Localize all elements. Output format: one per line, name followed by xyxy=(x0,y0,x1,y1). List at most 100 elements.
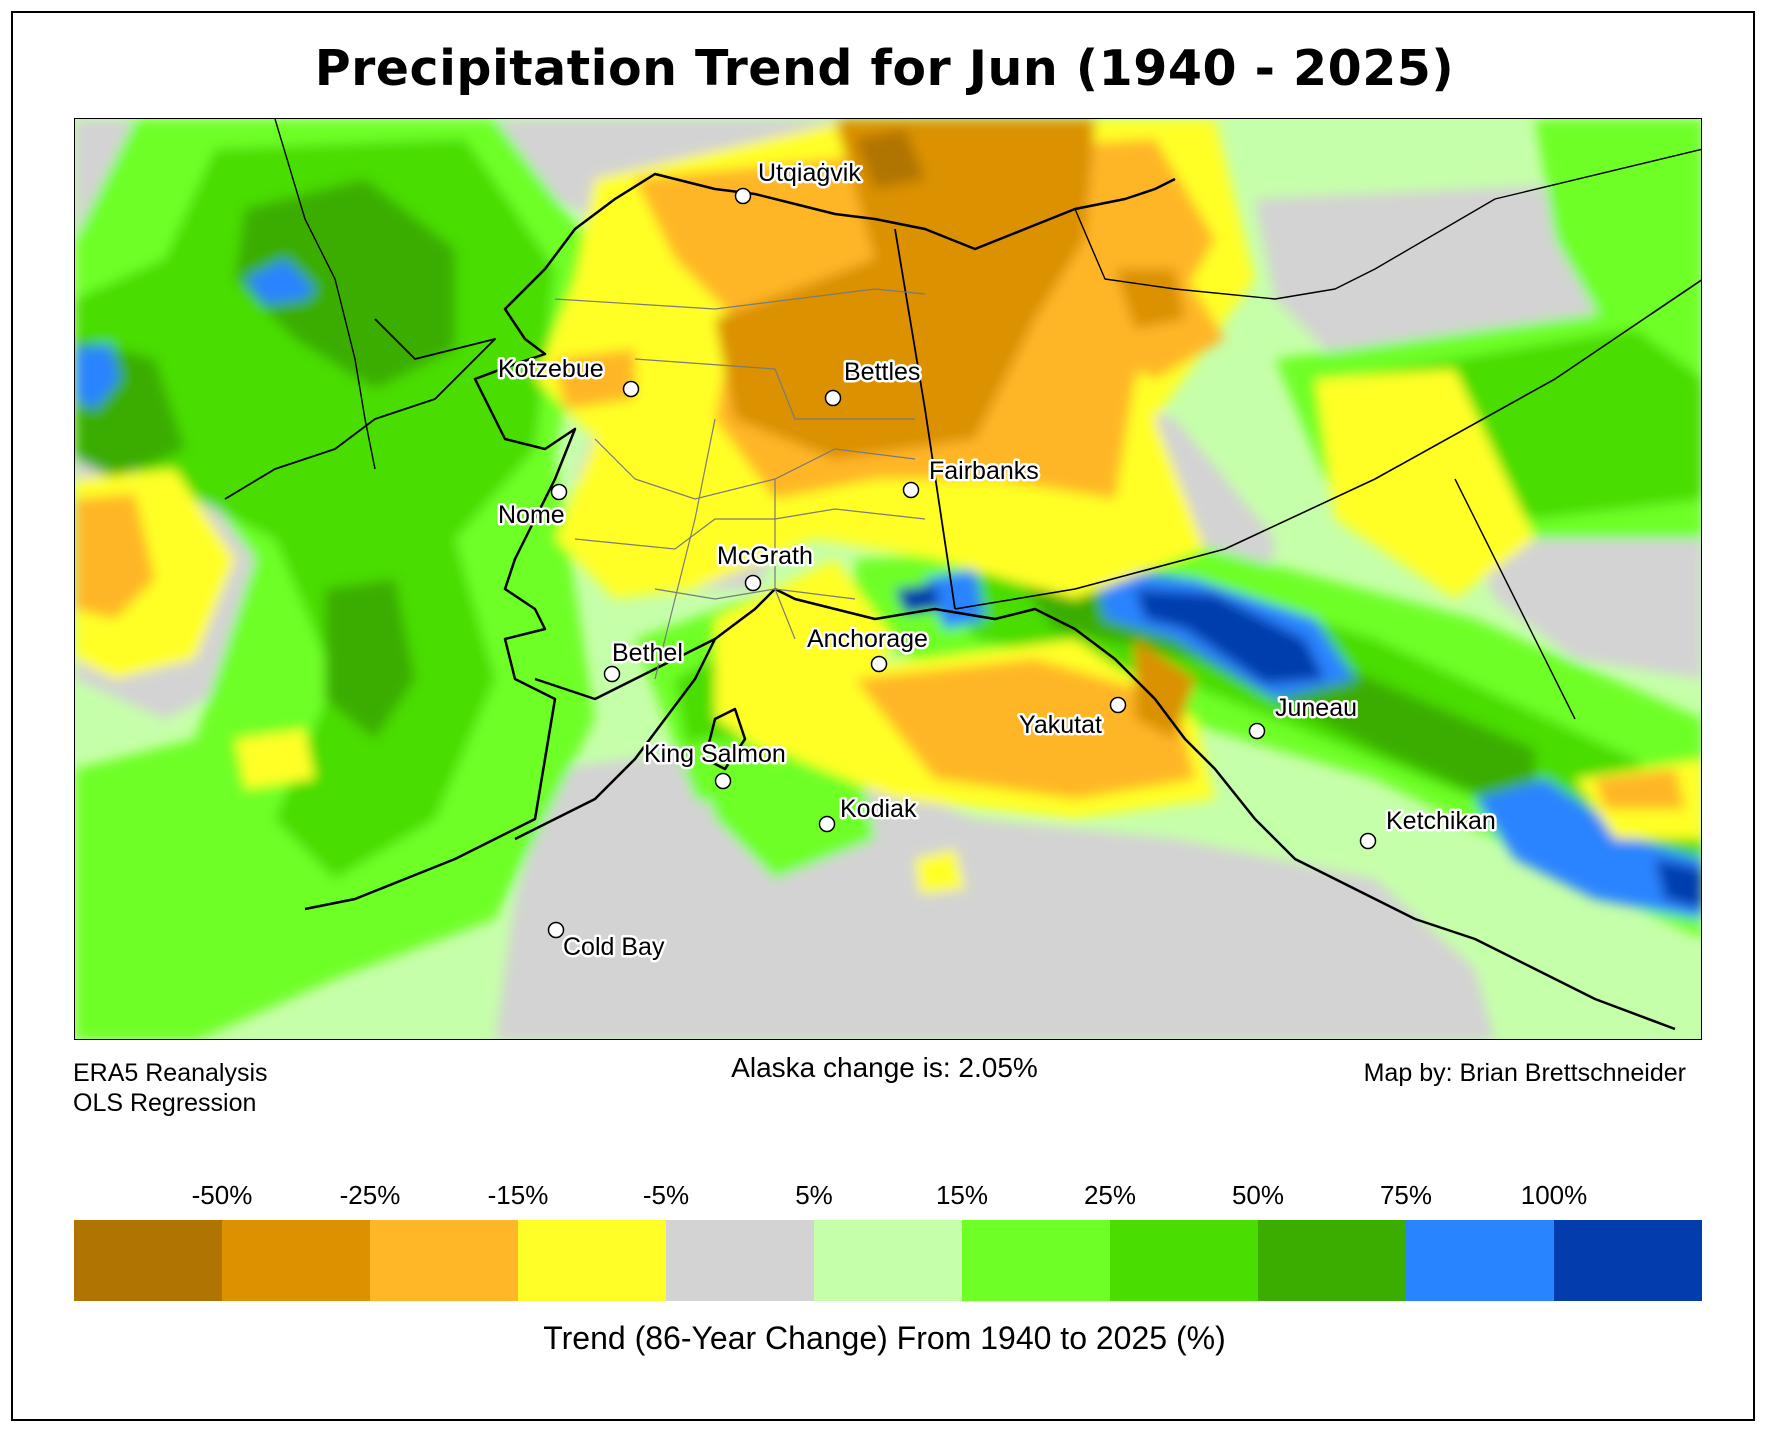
city-dot xyxy=(603,665,621,683)
field-orange-light xyxy=(75,494,155,619)
region-border xyxy=(574,508,926,550)
coastline-peninsula xyxy=(514,638,717,841)
figure-frame xyxy=(11,11,1755,1421)
field-blue-dark xyxy=(1135,589,1325,684)
alaska-change-label: Alaska change is: 2.05% xyxy=(731,1052,1038,1083)
legend-tick-label: 100% xyxy=(1520,1180,1588,1210)
border-russia xyxy=(274,119,376,470)
border-yukon-nwt xyxy=(1074,148,1701,300)
precip-field xyxy=(75,119,1701,1039)
legend-swatch xyxy=(1258,1220,1406,1301)
legend-swatch xyxy=(1110,1220,1258,1301)
city-label: King Salmon xyxy=(644,740,786,768)
legend-swatch xyxy=(74,1220,222,1301)
field-green-dark xyxy=(1025,589,1535,819)
city-dot xyxy=(714,772,732,790)
coastline-south xyxy=(534,587,1676,1031)
map-panel: Utqiaġvik Kotzebue Bettles Fairbanks Nom… xyxy=(74,118,1702,1040)
coastline-arctic xyxy=(519,172,1176,295)
field-green-mid xyxy=(935,559,1701,908)
field-blue xyxy=(75,344,120,409)
city-dot xyxy=(734,187,752,205)
legend-tick-label: 25% xyxy=(1083,1180,1137,1210)
city-label: Fairbanks xyxy=(929,457,1039,485)
region-borders xyxy=(554,288,926,680)
field-yellow xyxy=(915,849,965,894)
legend-tick-label: 15% xyxy=(935,1180,989,1210)
city-kotzebue[interactable]: Kotzebue xyxy=(496,353,640,398)
border-us-canada xyxy=(894,228,956,610)
field-orange-dark xyxy=(855,129,925,189)
map-canvas: Utqiaġvik Kotzebue Bettles Fairbanks Nom… xyxy=(75,119,1701,1039)
legend-swatch xyxy=(370,1220,518,1301)
field-orange xyxy=(1115,269,1185,329)
method-label: OLS Regression xyxy=(73,1089,257,1117)
map-title: Precipitation Trend for Jun (1940 - 2025… xyxy=(314,40,1455,97)
city-utqiagvik[interactable]: Utqiaġvik xyxy=(734,157,864,205)
region-border xyxy=(654,588,856,600)
legend-swatch xyxy=(962,1220,1110,1301)
legend-swatch xyxy=(666,1220,814,1301)
region-border xyxy=(594,438,916,500)
city-kodiak[interactable]: Kodiak xyxy=(818,793,919,833)
legend-swatch xyxy=(814,1220,962,1301)
field-blue xyxy=(1475,779,1701,919)
border-yukon-bc xyxy=(954,279,1701,610)
legend-ticks: -50% -25% -15% -5% 5% 15% 25% 50% 75% 100% xyxy=(74,1180,1702,1214)
city-label: Juneau xyxy=(1275,694,1357,722)
city-label: Utqiaġvik xyxy=(758,159,861,187)
field-green xyxy=(695,739,875,879)
city-label: Yakutat xyxy=(1019,711,1102,739)
legend-tick-label: 50% xyxy=(1231,1180,1285,1210)
city-dot xyxy=(1109,696,1127,714)
legend-tick-label: -15% xyxy=(487,1180,549,1210)
legend-title: Trend (86-Year Change) From 1940 to 2025… xyxy=(543,1320,1226,1356)
city-label: Kotzebue xyxy=(498,355,604,383)
region-border xyxy=(654,418,716,680)
city-label: Bettles xyxy=(844,358,920,386)
legend-swatch xyxy=(1406,1220,1554,1301)
city-mcgrath[interactable]: McGrath xyxy=(715,540,815,592)
border-bc-inner xyxy=(1454,478,1576,720)
field-green-dark xyxy=(325,579,415,739)
city-king-salmon[interactable]: King Salmon xyxy=(642,738,788,790)
source-label: ERA5 Reanalysis xyxy=(73,1059,268,1087)
legend-swatch xyxy=(222,1220,370,1301)
city-bettles[interactable]: Bettles xyxy=(824,356,923,407)
city-dot xyxy=(744,574,762,592)
city-dot xyxy=(547,921,565,939)
field-blue-dark xyxy=(895,584,940,614)
coastline-kodiak xyxy=(703,707,747,771)
field-blue-dark xyxy=(1655,859,1701,909)
field-orange-light xyxy=(555,349,635,409)
city-juneau[interactable]: Juneau xyxy=(1248,692,1360,740)
city-bethel[interactable]: Bethel xyxy=(603,637,685,683)
coastlines xyxy=(224,119,1701,1031)
field-orange-light xyxy=(1595,769,1685,809)
field-orange xyxy=(1135,639,1195,739)
city-dot xyxy=(824,389,842,407)
city-nome[interactable]: Nome xyxy=(496,483,568,532)
city-dot xyxy=(622,380,640,398)
city-dot xyxy=(1248,722,1266,740)
legend-tick-label: 5% xyxy=(795,1180,833,1210)
city-cold-bay[interactable]: Cold Bay xyxy=(547,921,667,964)
city-label: Cold Bay xyxy=(563,933,665,961)
coastline-west xyxy=(304,293,577,911)
legend-tick-label: -25% xyxy=(339,1180,401,1210)
region-border xyxy=(554,288,926,310)
city-fairbanks[interactable]: Fairbanks xyxy=(902,455,1041,499)
city-yakutat[interactable]: Yakutat xyxy=(1017,696,1127,742)
city-dot xyxy=(1359,832,1377,850)
field-yellow xyxy=(235,729,315,789)
city-ketchikan[interactable]: Ketchikan xyxy=(1359,805,1498,850)
city-dot xyxy=(902,481,920,499)
region-border xyxy=(774,479,796,640)
city-dot xyxy=(550,483,568,501)
city-anchorage[interactable]: Anchorage xyxy=(805,623,930,673)
coastline-chukotka xyxy=(224,318,496,500)
field-blue xyxy=(245,259,315,304)
city-dot xyxy=(818,815,836,833)
city-dot xyxy=(870,655,888,673)
city-label: Kodiak xyxy=(840,795,917,823)
